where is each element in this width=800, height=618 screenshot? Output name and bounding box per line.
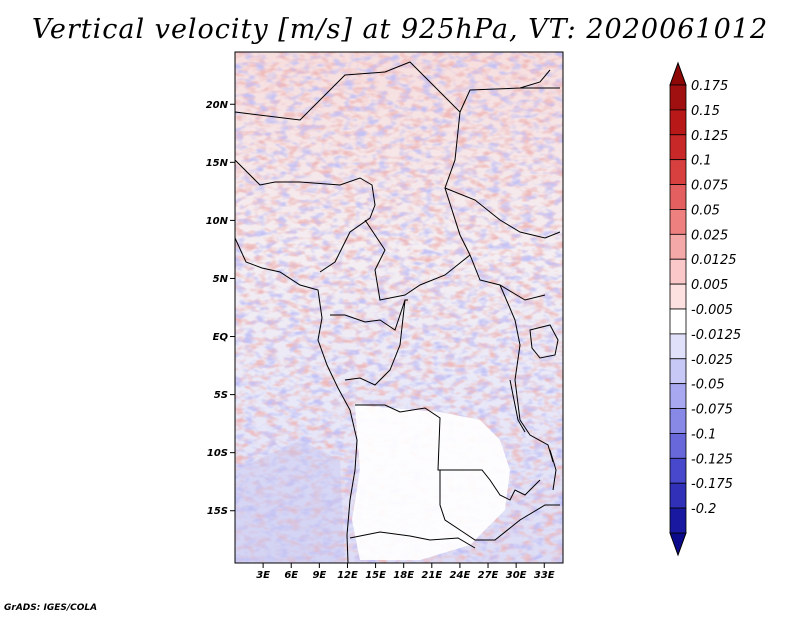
lon-tick-label: 21E [421, 570, 442, 581]
colorbar-label: -0.1 [691, 427, 716, 442]
lon-tick-label: 18E [393, 570, 414, 581]
border-west-africa [234, 159, 376, 273]
lat-tick-label: EQ [213, 332, 229, 343]
colorbar-box [669, 109, 687, 136]
colorbar-box [669, 433, 687, 459]
lon-tick-label: 27E [478, 570, 499, 581]
lon-tick-label: 33E [534, 570, 555, 581]
coastline [234, 237, 358, 564]
colorbar-top-arrow [669, 61, 687, 86]
colorbar-label: 0.175 [691, 79, 728, 94]
colorbar-box [669, 333, 687, 360]
lake-tanganyika [509, 379, 526, 433]
lat-tick-label: 20N [206, 100, 229, 111]
longitude-axis: 3E 6E 9E 12E 15E 18E 21E 24E 27E 30E 33E [256, 563, 555, 581]
colorbar-boxes [669, 84, 687, 534]
colorbar-label: -0.0125 [691, 328, 741, 343]
border-drc-south [355, 404, 541, 501]
colorbar-label: 0.075 [691, 179, 728, 194]
velocity-field [235, 52, 563, 563]
colorbar-label: 0.1 [691, 154, 712, 169]
latitude-axis: 20N 15N 10N 5N EQ 5S 10S 15S [206, 100, 235, 517]
colorbar-box [669, 283, 687, 310]
colorbar-label: -0.175 [691, 477, 733, 492]
border-east [459, 69, 560, 113]
border-north [234, 61, 546, 301]
lon-tick-label: 24E [450, 570, 471, 581]
colorbar-label: 0.005 [691, 278, 728, 293]
lat-tick-label: 5S [214, 390, 228, 401]
colorbar-labels: 0.175 0.15 0.125 0.1 0.075 0.05 0.025 0.0125 0.0… [691, 79, 741, 517]
lake-malawi [549, 449, 557, 491]
colorbar-label: 0.125 [691, 129, 728, 144]
lon-tick-label: 12E [337, 570, 358, 581]
colorbar-box [669, 184, 687, 210]
border-angola-south [349, 531, 476, 549]
colorbar-label: -0.025 [691, 353, 733, 368]
grads-credit: GrADS: IGES/COLA [4, 603, 98, 613]
border-ethiopia [444, 187, 561, 239]
plot-title: Vertical velocity [m/s] at 925hPa, VT: 2… [31, 14, 769, 45]
lake-victoria [529, 324, 559, 359]
colorbar-label: -0.2 [691, 502, 716, 517]
lat-tick-label: 10S [207, 448, 228, 459]
lat-tick-label: 10N [206, 216, 229, 227]
colorbar-box [669, 209, 687, 235]
colorbar-box [669, 233, 687, 260]
colorbar-box [669, 308, 687, 335]
colorbar-label: 0.025 [691, 228, 728, 243]
colorbar-box [669, 457, 687, 484]
calm-region [352, 405, 510, 560]
colorbar-box [669, 408, 687, 434]
lon-tick-label: 3E [256, 570, 270, 581]
lat-tick-label: 15N [206, 158, 229, 169]
colorbar-box [669, 159, 687, 185]
ocean-band [235, 440, 345, 563]
boundaries [234, 61, 561, 564]
colorbar-label: 0.15 [691, 104, 720, 119]
lon-tick-label: 30E [506, 570, 527, 581]
lat-tick-label: 15S [207, 506, 228, 517]
colorbar-box [669, 383, 687, 409]
border-congo [330, 299, 408, 386]
map-frame [234, 51, 564, 564]
colorbar-label: -0.075 [691, 403, 733, 418]
colorbar-box [669, 84, 687, 111]
colorbar-box [669, 258, 687, 285]
lon-tick-label: 9E [312, 570, 326, 581]
colorbar-box [669, 358, 687, 385]
colorbar-label: 0.05 [691, 203, 720, 218]
colorbar-label: -0.05 [691, 378, 725, 393]
colorbar-box [669, 134, 687, 161]
border-southern [439, 470, 560, 541]
colorbar-bottom-arrow [669, 532, 687, 557]
colorbar-box [669, 507, 687, 534]
colorbar-label: -0.005 [691, 303, 733, 318]
border-central [364, 219, 471, 301]
lat-tick-label: 5N [213, 274, 229, 285]
colorbar-label: -0.125 [691, 452, 733, 467]
colorbar-label: 0.0125 [691, 253, 737, 268]
border-drc-east [499, 284, 554, 463]
lon-tick-label: 6E [284, 570, 298, 581]
lon-tick-label: 15E [365, 570, 386, 581]
colorbar-box [669, 482, 687, 509]
